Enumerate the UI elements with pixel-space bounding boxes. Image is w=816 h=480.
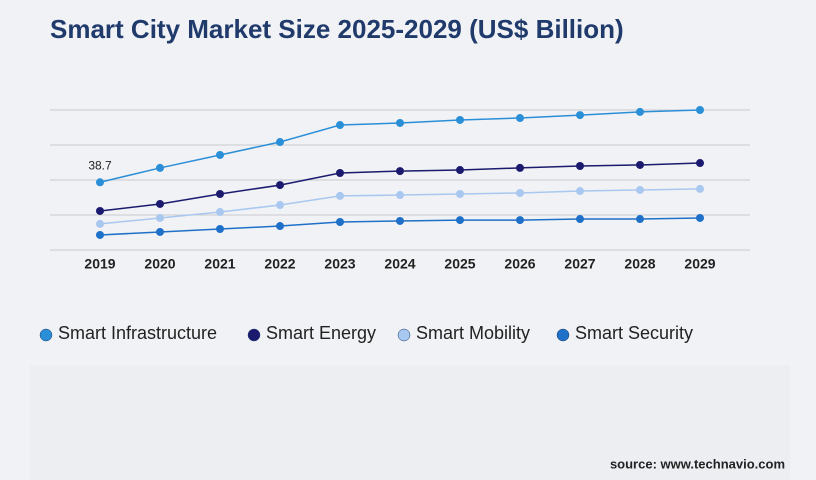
point [576, 111, 584, 120]
point [156, 163, 164, 172]
point [336, 121, 344, 130]
point [396, 216, 404, 225]
x-tick-label: 2024 [384, 256, 415, 272]
legend-marker [397, 328, 411, 342]
point [216, 225, 224, 233]
point [696, 159, 704, 168]
legend-label: Smart Energy [266, 323, 376, 343]
point [216, 190, 224, 198]
point [456, 166, 464, 175]
legend-marker [39, 328, 53, 342]
point [276, 201, 284, 210]
legend-marker [247, 328, 261, 342]
point [636, 107, 644, 116]
point [276, 138, 284, 147]
x-tick-label: 2023 [324, 256, 355, 272]
point [96, 178, 104, 187]
point [216, 150, 224, 159]
point [276, 222, 284, 231]
point [636, 160, 644, 169]
legend-label: Smart Infrastructure [58, 323, 217, 343]
point [516, 216, 524, 225]
point [216, 208, 224, 217]
point [156, 213, 164, 222]
point [516, 163, 524, 172]
x-tick-label: 2027 [564, 256, 595, 272]
point [636, 185, 644, 194]
source: source: www.technavio.com [610, 456, 785, 471]
point [396, 118, 404, 127]
point [276, 181, 284, 190]
point [96, 230, 104, 239]
chart-title: Smart City Market Size 2025-2029 (US$ Bi… [50, 14, 624, 44]
point [516, 188, 524, 197]
point [696, 184, 704, 193]
point [636, 215, 644, 224]
point [576, 162, 584, 170]
point [576, 215, 584, 224]
point [696, 106, 704, 114]
x-tick-label: 2022 [264, 256, 295, 272]
x-tick-label: 2025 [444, 256, 475, 272]
point [696, 213, 704, 222]
lower-panel [30, 365, 790, 480]
point [396, 167, 404, 176]
x-tick-label: 2028 [624, 256, 655, 272]
point [456, 115, 464, 124]
legend-label: Smart Security [575, 323, 693, 343]
point [96, 219, 104, 228]
data-label: 38.7 [88, 158, 112, 172]
point [336, 191, 344, 200]
point [396, 191, 404, 200]
x-tick-label: 2029 [684, 256, 715, 272]
x-tick-label: 2019 [84, 256, 115, 272]
legend-label: Smart Mobility [416, 323, 530, 343]
x-tick-label: 2026 [504, 256, 535, 272]
x-tick-label: 2021 [204, 256, 235, 272]
point [336, 218, 344, 226]
x-tick-label: 2020 [144, 256, 175, 272]
point [156, 199, 164, 208]
point [576, 187, 584, 196]
legend-marker [556, 328, 570, 342]
point [96, 206, 104, 215]
point [516, 114, 524, 123]
point [456, 216, 464, 225]
point [336, 169, 344, 177]
point [456, 190, 464, 198]
point [156, 227, 164, 236]
